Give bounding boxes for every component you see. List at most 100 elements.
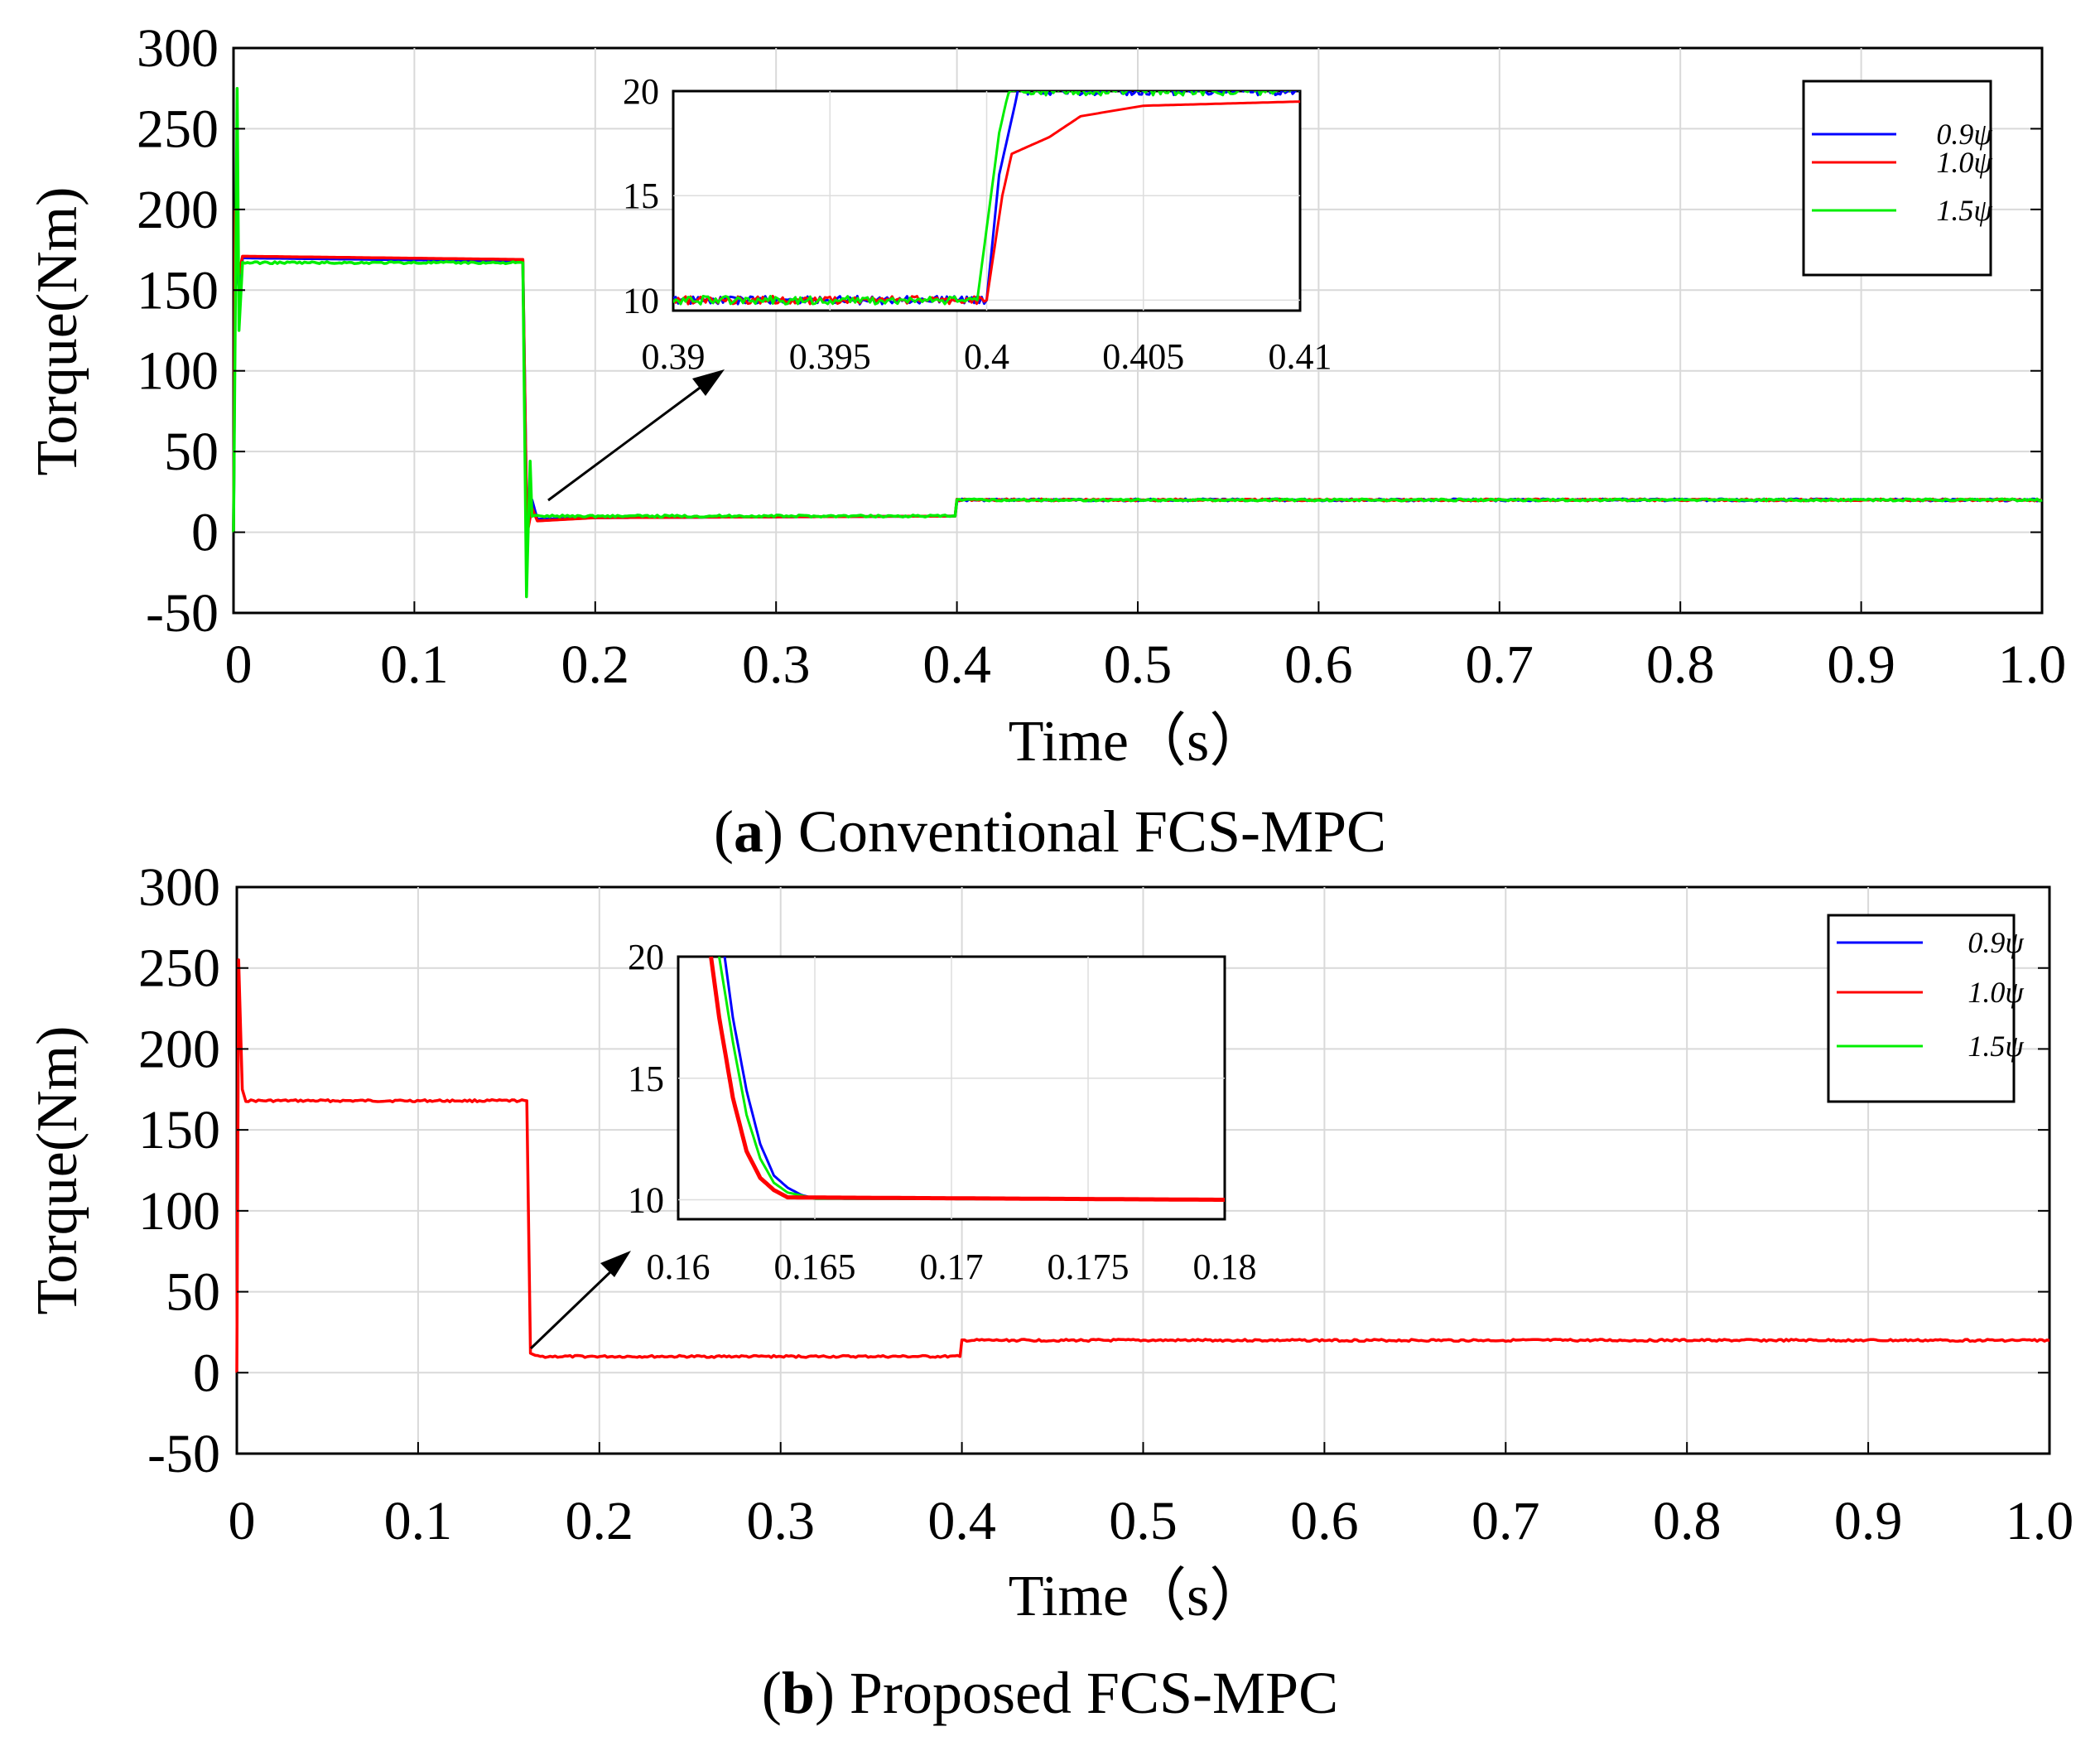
y-tick-label: -50: [146, 583, 219, 644]
panel-b-inset-x-ticks: 0.16 0.165 0.17 0.175 0.18: [647, 1247, 1257, 1287]
x-tick-label: 1.0: [1998, 634, 2067, 695]
inset-y-tick-label: 10: [623, 280, 659, 321]
panel-b-y-ticks: 300 250 200 150 100 50 0 -50: [138, 857, 2049, 1484]
y-tick-label: 0: [191, 503, 219, 563]
x-tick-label: 0.3: [742, 634, 811, 695]
panel-a-legend: 0.9ψ1.0ψ 1.5ψ: [1802, 80, 1992, 277]
y-tick-label: -50: [147, 1424, 220, 1484]
panel-a-y-axis-label: Torque(Nm): [26, 187, 89, 476]
x-tick-label: 1.0: [2006, 1491, 2074, 1551]
y-tick-label: 200: [137, 180, 219, 240]
panel-b-zoom-arrow: [529, 1251, 631, 1350]
panel-a-inset-y-ticks: 20 15 10: [623, 71, 659, 321]
panel-a-y-ticks: 300 250 200 150 100 50 0 -50: [137, 18, 2042, 644]
panel-b-caption-letter: b: [782, 1660, 815, 1726]
y-tick-label: 50: [166, 1262, 220, 1323]
panel-b-x-ticks: 0 0.1 0.2 0.3 0.4 0.5 0.6 0.7 0.8 0.9 1.0: [229, 1442, 2074, 1551]
panel-b-inset: 20 15 10 0.16 0.165 0.17 0.175 0.18: [628, 937, 1257, 1287]
panel-a-x-ticks: 0 0.1 0.2 0.3 0.4 0.5 0.6 0.7 0.8 0.9 1.0: [225, 601, 2067, 695]
inset-x-tick-label: 0.165: [774, 1247, 856, 1287]
panel-b-y-axis-label: Torque(Nm): [26, 1026, 89, 1315]
inset-y-tick-label: 20: [628, 937, 664, 977]
x-tick-label: 0.5: [1104, 634, 1173, 695]
y-tick-label: 250: [137, 99, 219, 159]
x-tick-label: 0.6: [1290, 1491, 1359, 1551]
legend-label: 0.9ψ: [1968, 926, 2024, 959]
y-tick-label: 250: [138, 938, 220, 999]
inset-y-tick-label: 15: [628, 1059, 664, 1099]
panel-a-inset: 20 15 10 0.39 0.395 0.4 0.405 0.41: [623, 71, 1332, 377]
legend-label: 0.9ψ: [1936, 118, 1992, 151]
x-tick-label: 0.7: [1471, 1491, 1540, 1551]
inset-y-tick-label: 15: [623, 176, 659, 216]
x-tick-label: 0.7: [1466, 634, 1534, 695]
panel-a-caption-text: Conventional FCS-MPC: [798, 798, 1386, 865]
x-tick-label: 0.8: [1653, 1491, 1722, 1551]
series-line-1.5ψ: [232, 86, 2043, 599]
inset-y-tick-label: 10: [628, 1180, 664, 1221]
legend-label: 1.5ψ: [1936, 194, 1992, 227]
panel-b-arrow-head: [600, 1251, 631, 1277]
panel-a-inset-series: [673, 91, 1300, 306]
y-tick-label: 100: [137, 341, 219, 402]
inset-x-tick-label: 0.405: [1102, 336, 1184, 377]
y-tick-label: 300: [138, 857, 220, 918]
y-tick-label: 200: [138, 1019, 220, 1079]
legend-label: 1.0ψ: [1968, 976, 2024, 1009]
inset-series-line-1.5ψ: [673, 91, 1300, 306]
legend-label: 1.5ψ: [1968, 1030, 2024, 1063]
x-tick-label: 0.5: [1109, 1491, 1178, 1551]
inset-x-tick-label: 0.395: [789, 336, 871, 377]
panel-b-caption: (b) Proposed FCS-MPC: [762, 1660, 1338, 1726]
x-tick-label: 0.1: [384, 1491, 453, 1551]
x-tick-label: 0.9: [1827, 634, 1895, 695]
inset-series-line-1.0ψ: [673, 100, 1300, 306]
panel-a-caption: (a) Conventional FCS-MPC: [714, 798, 1386, 865]
x-tick-label: 0.6: [1284, 634, 1353, 695]
panel-b-x-axis-label: Time（s）: [1009, 1565, 1268, 1628]
panel-a-series: [232, 86, 2043, 599]
y-tick-label: 0: [193, 1343, 220, 1403]
panel-b-inset-series: [709, 957, 1225, 1202]
inset-x-tick-label: 0.4: [964, 336, 1009, 377]
panel-a-arrow-line: [547, 384, 703, 502]
x-tick-label: 0.4: [922, 634, 991, 695]
x-tick-label: 0.3: [746, 1491, 815, 1551]
panel-b-series: [235, 958, 2050, 1373]
panel-a-inset-x-ticks: 0.39 0.395 0.4 0.405 0.41: [642, 336, 1332, 377]
panel-b-legend-box: [1827, 914, 2016, 1103]
inset-y-tick-label: 20: [623, 71, 659, 112]
panel-b-arrow-line: [529, 1267, 615, 1350]
x-tick-label: 0.8: [1646, 634, 1715, 695]
panel-a-arrow-head: [692, 369, 725, 396]
x-tick-label: 0.2: [561, 634, 630, 695]
y-tick-label: 150: [137, 260, 219, 321]
x-tick-label: 0.4: [927, 1491, 996, 1551]
panel-a-x-axis-label: Time（s）: [1009, 710, 1268, 774]
y-tick-label: 50: [164, 422, 219, 482]
x-tick-label: 0.1: [380, 634, 449, 695]
x-tick-label: 0: [229, 1491, 256, 1551]
y-tick-label: 300: [137, 18, 219, 79]
inset-x-tick-label: 0.41: [1269, 336, 1332, 377]
inset-x-tick-label: 0.17: [920, 1247, 984, 1287]
legend-label: 1.0ψ: [1936, 146, 1992, 179]
y-tick-label: 150: [138, 1100, 220, 1160]
x-tick-label: 0.9: [1834, 1491, 1903, 1551]
inset-x-tick-label: 0.16: [647, 1247, 710, 1287]
inset-x-tick-label: 0.18: [1193, 1247, 1257, 1287]
panel-a-caption-letter: a: [734, 798, 763, 865]
inset-x-tick-label: 0.39: [642, 336, 706, 377]
panel-b-inset-y-ticks: 20 15 10: [628, 937, 664, 1221]
panel-b-legend: 0.9ψ 1.0ψ 1.5ψ: [1827, 914, 2024, 1103]
inset-x-tick-label: 0.175: [1048, 1247, 1129, 1287]
series-line-1.0ψ: [235, 958, 2050, 1373]
panel-a-zoom-arrow: [547, 369, 725, 502]
inset-series-line-1.0ψ: [709, 957, 1225, 1202]
panel-b-caption-text: Proposed FCS-MPC: [850, 1660, 1338, 1726]
x-tick-label: 0: [225, 634, 253, 695]
x-tick-label: 0.2: [566, 1491, 634, 1551]
